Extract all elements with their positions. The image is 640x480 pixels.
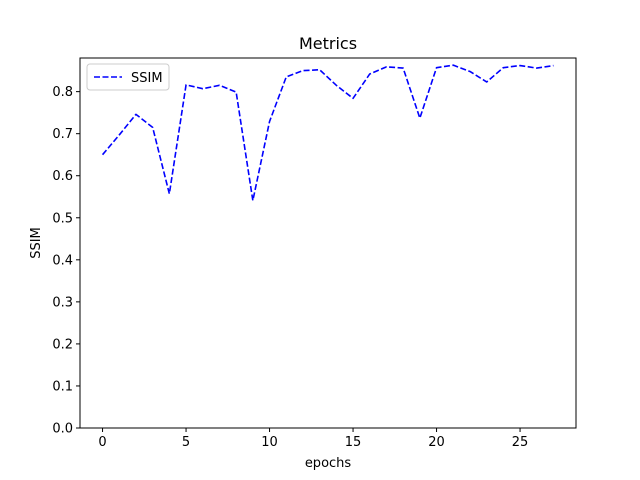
legend: SSIM (86, 63, 170, 91)
legend-box (86, 63, 170, 91)
x-tick-label: 5 (182, 435, 190, 450)
y-tick-label: 0.7 (52, 127, 73, 142)
chart-title: Metrics (299, 34, 357, 53)
y-tick-label: 0.0 (52, 422, 73, 437)
axes-frame (79, 57, 577, 429)
y-tick-label: 0.5 (52, 211, 73, 226)
y-tick-label: 0.2 (52, 337, 73, 352)
x-tick-label: 15 (345, 435, 362, 450)
y-tick-label: 0.6 (52, 169, 73, 184)
y-tick-label: 0.3 (52, 295, 73, 310)
x-tick-label: 0 (98, 435, 106, 450)
y-tick-label: 0.1 (52, 379, 73, 394)
x-tick-label: 20 (428, 435, 445, 450)
x-tick-label: 25 (512, 435, 529, 450)
y-tick-label: 0.8 (52, 85, 73, 100)
plot-area: 0 5 10 15 20 25 0.0 0.1 0.2 0.3 0.4 0.5 0.6 0.7 0.8 (52, 64, 554, 450)
y-tick-label: 0.4 (52, 253, 73, 268)
x-axis-label: epochs (305, 456, 352, 471)
legend-label: SSIM (131, 71, 163, 86)
x-tick-label: 10 (261, 435, 278, 450)
series-line-ssim (101, 64, 554, 202)
y-axis-label: SSIM (29, 227, 44, 259)
